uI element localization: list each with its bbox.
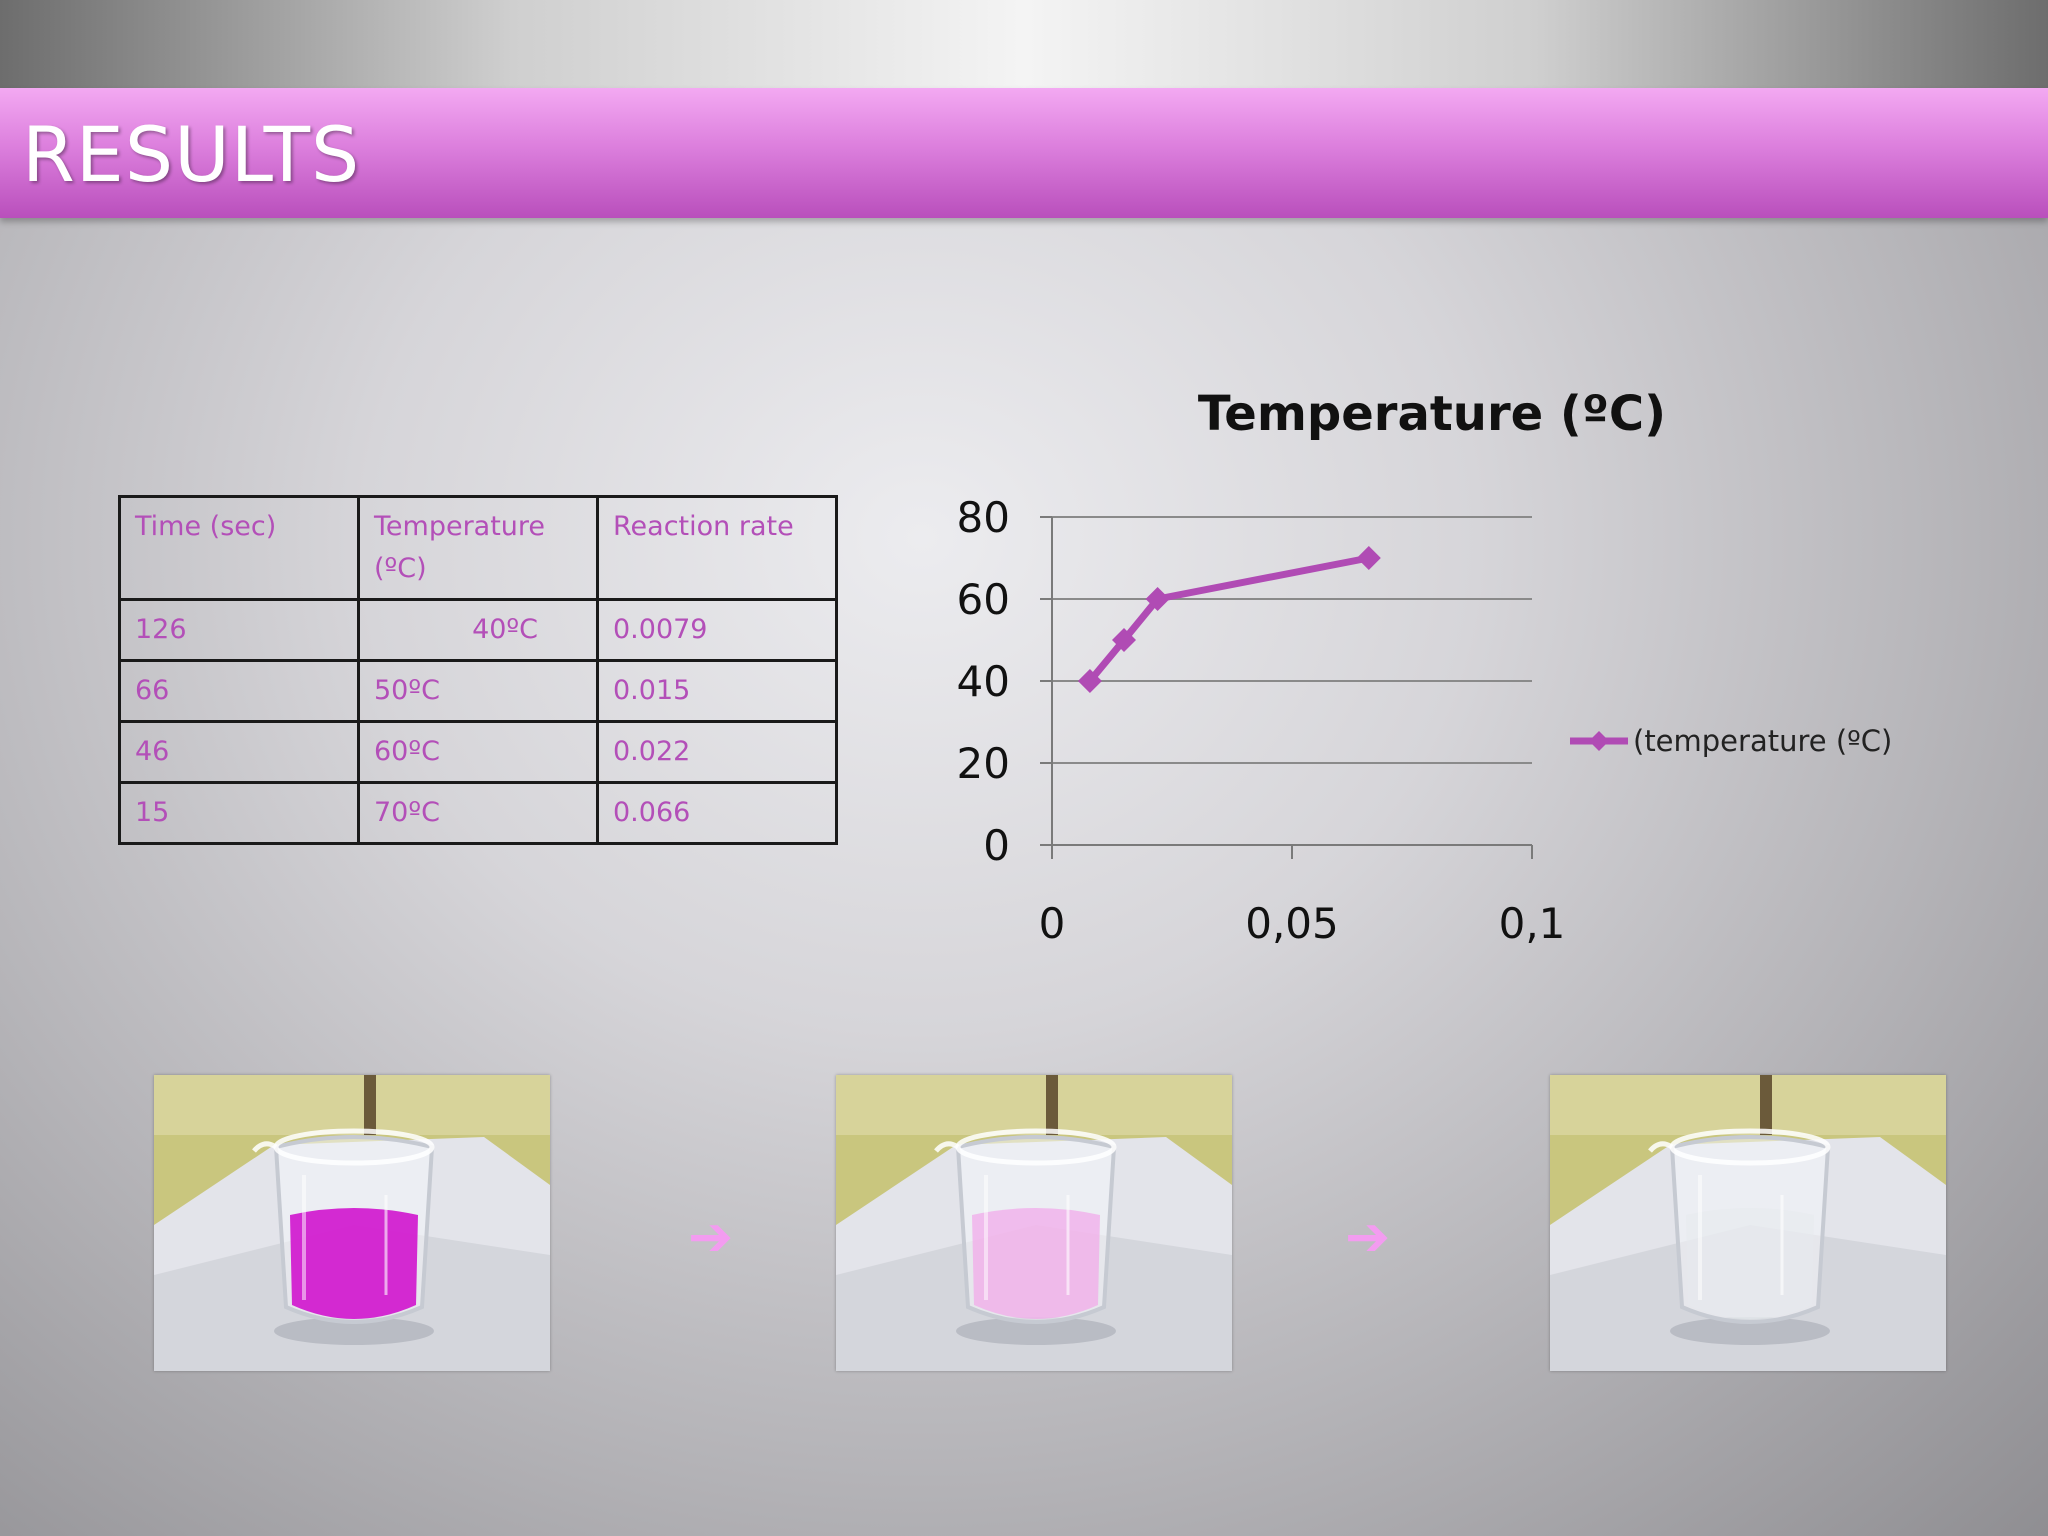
table-cell: 70ºC bbox=[357, 781, 599, 845]
temperature-line-chart: Temperature (ºC) 0 20 40 60 80 0 0,05 0,1 (temp… bbox=[957, 386, 1893, 948]
table-row: 126 40ºC 0.0079 bbox=[118, 598, 838, 662]
x-tick-label: 0,05 bbox=[1245, 899, 1339, 948]
beaker-illustration bbox=[836, 1075, 1232, 1371]
legend-marker bbox=[1589, 731, 1609, 751]
chart-title: Temperature (ºC) bbox=[1198, 386, 1666, 442]
table-cell: 15 bbox=[118, 781, 360, 845]
y-tick-label: 0 bbox=[983, 821, 1010, 870]
beaker-illustration bbox=[154, 1075, 550, 1371]
table-cell: 126 bbox=[118, 598, 360, 662]
slide-top-strip bbox=[0, 0, 2048, 88]
data-point bbox=[1077, 669, 1102, 693]
table-cell: 40ºC bbox=[357, 598, 599, 662]
legend-label: (temperature (ºC) bbox=[1633, 724, 1892, 758]
slide-title: RESULTS bbox=[22, 110, 361, 199]
beaker-illustration bbox=[1550, 1075, 1946, 1371]
table-cell: 66 bbox=[118, 659, 360, 723]
table-cell: 60ºC bbox=[357, 720, 599, 784]
title-bar bbox=[0, 88, 2048, 218]
table-cell: 0.022 bbox=[596, 720, 838, 784]
y-tick-label: 60 bbox=[957, 575, 1010, 624]
beaker-photo-1 bbox=[154, 1075, 550, 1371]
beaker-photo-2 bbox=[836, 1075, 1232, 1371]
table-cell: 50ºC bbox=[357, 659, 599, 723]
table-cell: 0.0079 bbox=[596, 598, 838, 662]
table-row: 46 60ºC 0.022 bbox=[118, 720, 838, 784]
table-cell: 0.015 bbox=[596, 659, 838, 723]
data-point bbox=[1145, 587, 1170, 611]
table-header-cell: Temperature (ºC) bbox=[357, 495, 599, 601]
table-header-row: Time (sec) Temperature (ºC) Reaction rat… bbox=[118, 495, 838, 601]
x-tick-label: 0 bbox=[1039, 899, 1066, 948]
arrow-right-icon: ➔ bbox=[688, 1205, 734, 1268]
data-point bbox=[1112, 628, 1136, 652]
table-cell: 46 bbox=[118, 720, 360, 784]
y-tick-label: 80 bbox=[957, 493, 1010, 542]
results-table: Time (sec) Temperature (ºC) Reaction rat… bbox=[118, 495, 838, 845]
arrow-right-icon: ➔ bbox=[1345, 1205, 1391, 1268]
table-row: 66 50ºC 0.015 bbox=[118, 659, 838, 723]
series-line bbox=[1087, 554, 1370, 684]
y-tick-label: 20 bbox=[957, 739, 1010, 788]
table-row: 15 70ºC 0.066 bbox=[118, 781, 838, 845]
table-cell: 0.066 bbox=[596, 781, 838, 845]
y-tick-label: 40 bbox=[957, 657, 1010, 706]
beaker-photo-3 bbox=[1550, 1075, 1946, 1371]
x-tick-label: 0,1 bbox=[1499, 899, 1566, 948]
table-header-cell: Reaction rate bbox=[596, 495, 838, 601]
table-header-cell: Time (sec) bbox=[118, 495, 360, 601]
data-point bbox=[1356, 546, 1381, 570]
